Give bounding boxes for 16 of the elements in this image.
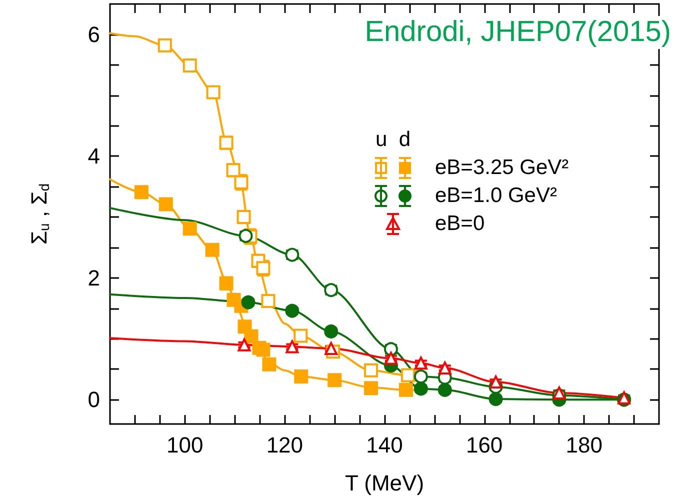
- y-tick-label: 0: [88, 387, 100, 412]
- y-axis-title: Σu , Σd: [26, 183, 52, 245]
- x-tick-label: 180: [566, 432, 602, 458]
- legend-label: eB=3.25 GeV²: [435, 156, 569, 180]
- legend-label: eB=0: [435, 212, 485, 236]
- legend-title: u d: [374, 128, 412, 153]
- x-axis-title: T (MeV): [344, 470, 424, 496]
- x-tick-label: 120: [266, 432, 304, 458]
- x-tick-label: 100: [166, 432, 204, 458]
- x-tick-label: 160: [466, 432, 503, 458]
- annotation: Endrodi, JHEP07(2015): [364, 16, 671, 49]
- legend-label: eB=1.0 GeV²: [435, 184, 557, 208]
- x-tick-label: 140: [366, 432, 403, 458]
- y-tick-label: 4: [88, 144, 100, 169]
- y-tick-label: 6: [88, 22, 100, 47]
- y-tick-label: 2: [88, 265, 100, 290]
